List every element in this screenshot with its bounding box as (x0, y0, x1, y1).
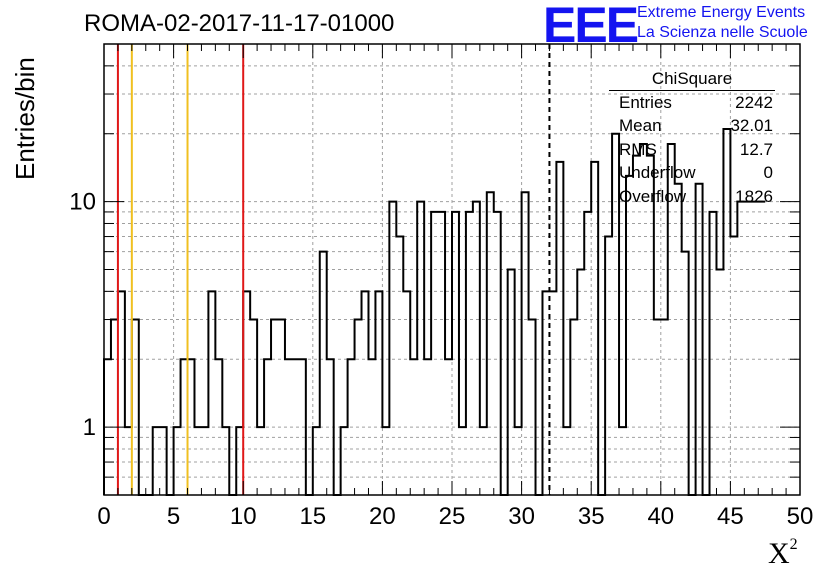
stats-row-label: Entries (619, 93, 672, 112)
stats-row-label: RMS (619, 139, 657, 159)
stats-row: Underflow 0 (609, 161, 775, 184)
stats-row: Overflow 1826 (609, 185, 775, 208)
x-tick-label: 40 (647, 503, 674, 530)
stats-row-value: 2242 (735, 93, 773, 112)
chart-title: ROMA-02-2017-11-17-01000 (84, 10, 395, 37)
stats-row: Mean 32.01 (609, 114, 775, 137)
x-tick-label: 10 (230, 503, 257, 530)
eee-logo: EEE (543, 0, 639, 53)
x-tick-label: 30 (508, 503, 535, 530)
y-tick-label: 1 (83, 414, 96, 441)
x-tick-label: 25 (439, 503, 466, 530)
x-tick-label: 45 (717, 503, 744, 530)
logo-line-2: La Scienza nelle Scuole (637, 24, 808, 41)
stats-row-label: Overflow (619, 186, 687, 206)
x-tick-label: 15 (299, 503, 326, 530)
stats-row: RMS 12.7 (609, 138, 775, 161)
x-tick-label: 35 (578, 503, 605, 530)
logo-line-1: Extreme Energy Events (637, 4, 806, 21)
stats-row-label: Mean (619, 116, 662, 136)
x-axis-label: X (768, 537, 790, 570)
stats-row: Entries 2242 (609, 91, 775, 114)
y-tick-label: 10 (69, 189, 96, 216)
x-axis-label-superscript: 2 (789, 536, 798, 553)
x-axis-label-box: X2 (768, 536, 798, 571)
x-tick-label: 20 (369, 503, 396, 530)
stats-box: ChiSquare Entries 2242 Mean 32.01 RMS 12.7 Und… (609, 68, 775, 208)
stats-title: ChiSquare (609, 68, 775, 91)
stats-row-label: Underflow (619, 163, 696, 183)
histogram-line (103, 127, 766, 496)
y-axis-label-box: Entries/bin (4, 57, 40, 220)
x-tick-label: 0 (97, 503, 110, 530)
x-tick-label: 50 (787, 503, 814, 530)
stats-row-value: 0 (763, 163, 773, 183)
stats-row-value: 1826 (735, 186, 773, 206)
stats-row-value: 32.01 (730, 116, 773, 136)
stats-rows: Entries 2242 Mean 32.01 RMS 12.7 Underflow 0 Ove… (609, 91, 775, 208)
stats-row-value: 12.7 (739, 139, 773, 159)
x-tick-label: 5 (167, 503, 180, 530)
y-axis-label: Entries/bin (10, 57, 40, 180)
